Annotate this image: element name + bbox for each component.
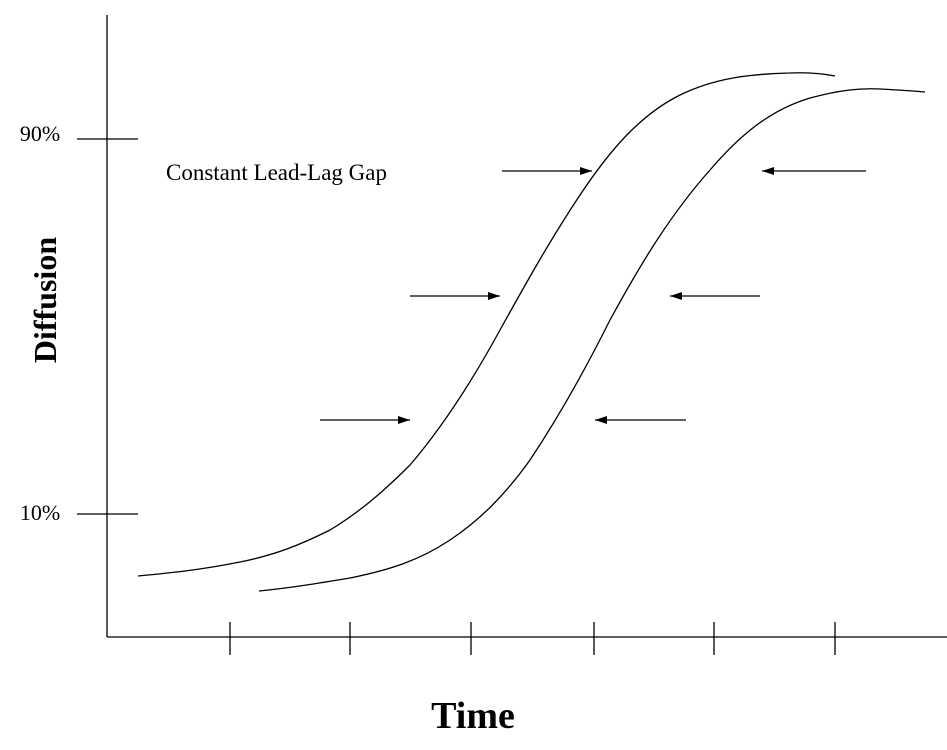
x-axis-label: Time: [431, 695, 515, 737]
y-tick-label: 90%: [20, 121, 60, 146]
x-ticks: [229, 622, 836, 655]
gap-arrows: [320, 167, 866, 424]
lead-curve: [137, 72, 836, 577]
annotation: Constant Lead-Lag Gap: [166, 160, 387, 185]
y-axis-label: Diffusion: [27, 237, 63, 363]
lag-curve: [258, 88, 926, 592]
y-tick-label: 10%: [20, 500, 60, 525]
